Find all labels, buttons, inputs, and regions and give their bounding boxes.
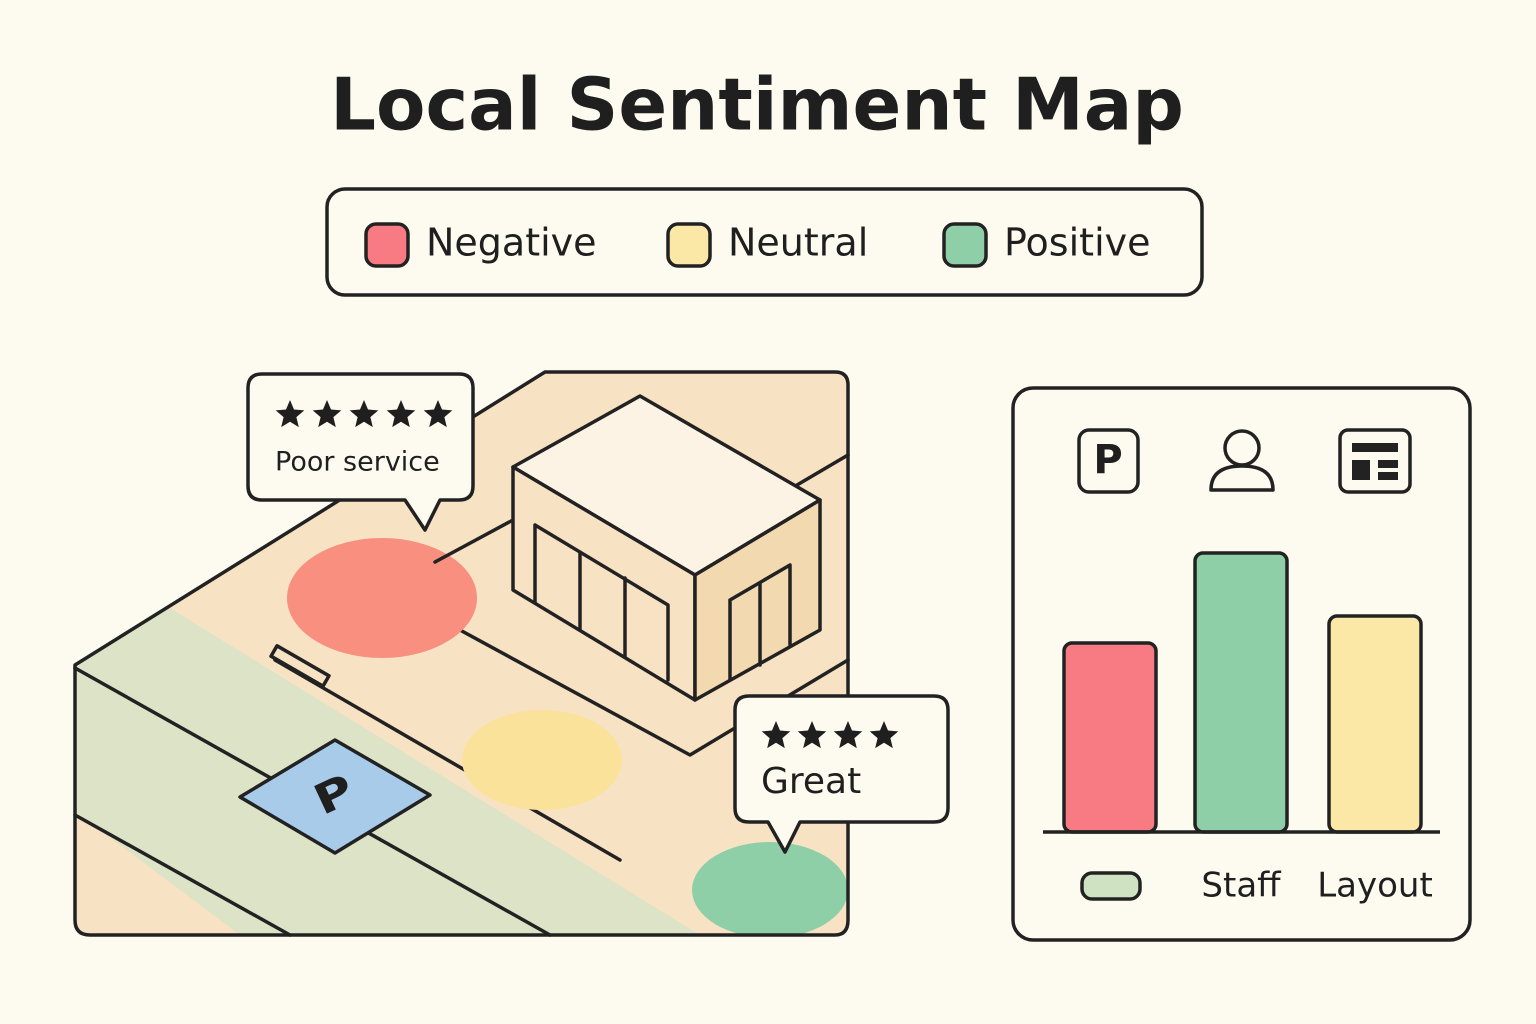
star — [275, 400, 305, 428]
star — [797, 721, 827, 749]
star — [869, 721, 899, 749]
callout-box — [733, 694, 950, 854]
road — [75, 605, 848, 935]
star — [833, 721, 863, 749]
neutral-zone — [462, 710, 622, 810]
star — [423, 400, 453, 428]
bar — [1062, 641, 1158, 834]
parking-icon-letter: P — [1093, 437, 1122, 483]
legend-label: Negative — [426, 221, 597, 265]
layout-icon — [1338, 428, 1412, 494]
legend-swatch — [666, 222, 712, 268]
map-border — [73, 370, 850, 937]
star — [386, 400, 416, 428]
map: P — [73, 370, 850, 937]
parking-sign — [238, 738, 432, 855]
title: Local Sentiment Map — [330, 63, 1184, 147]
parking-label-pill — [1080, 871, 1142, 901]
positive-zone — [692, 842, 848, 935]
ground-corner — [75, 800, 300, 935]
callout-text: Poor service — [275, 447, 440, 478]
bar — [1327, 614, 1423, 834]
callouts: Poor service Great — [275, 400, 899, 802]
legend: Negative Neutral Positive — [364, 221, 1151, 268]
callout-text: Great — [761, 761, 861, 802]
legend-label: Positive — [1004, 221, 1151, 265]
callout-box — [246, 372, 475, 532]
legend-swatch — [364, 222, 410, 268]
x-label: Layout — [1317, 866, 1433, 906]
legend-box — [325, 187, 1204, 297]
layout-icon-cells — [1352, 443, 1398, 480]
building-doors — [533, 523, 792, 682]
star — [349, 400, 379, 428]
pointer-line — [433, 518, 515, 564]
star — [312, 400, 342, 428]
legend-label: Neutral — [728, 221, 868, 265]
building-side — [693, 498, 822, 702]
x-label: Staff — [1201, 866, 1282, 906]
negative-zone — [287, 538, 477, 658]
parking-icon — [1077, 428, 1140, 494]
staff-icon-body — [1209, 464, 1275, 492]
bar — [1193, 551, 1289, 834]
curb — [269, 644, 331, 688]
legend-swatch — [942, 222, 988, 268]
star — [761, 721, 791, 749]
